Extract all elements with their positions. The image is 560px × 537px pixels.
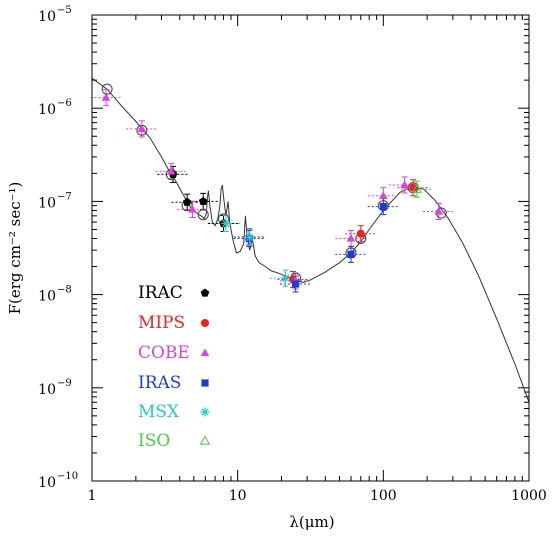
- data-point-cobe: [188, 204, 197, 213]
- y-tick-exponent: −7: [57, 191, 72, 202]
- y-tick-exponent: −10: [57, 471, 78, 482]
- data-point-cobe: [434, 207, 443, 215]
- data-point-mips: [409, 183, 418, 192]
- data-point-cobe: [137, 124, 147, 132]
- data-point-cobe: [101, 93, 111, 101]
- y-tick-exponent: −5: [57, 5, 72, 16]
- data-point-iso: [411, 183, 423, 193]
- x-tick-label: 100: [370, 488, 397, 504]
- x-axis-title: λ(μm): [289, 513, 334, 531]
- y-tick-label: 10: [38, 382, 56, 398]
- y-tick-label: 10: [38, 475, 56, 491]
- data-point-iras: [379, 202, 387, 211]
- data-point-irac: [182, 197, 192, 206]
- data-point-mips: [356, 229, 365, 238]
- legend-label-iso: ISO: [138, 431, 170, 451]
- y-tick-label: 10: [38, 9, 56, 25]
- plot-frame: [91, 14, 530, 482]
- y-axis-title: F(erg cm⁻² sec⁻¹): [6, 182, 24, 315]
- legend-label-mips: MIPS: [138, 313, 185, 333]
- legend-marker-iras: [201, 379, 209, 387]
- data-point-msx: [281, 273, 291, 283]
- y-tick-label: 10: [38, 195, 56, 211]
- data-point-iras: [292, 280, 300, 288]
- legend: IRAC MIPS COBE IRAS MSX ISO: [138, 283, 211, 451]
- axis-ticks: [91, 15, 529, 482]
- model-point: [197, 209, 209, 221]
- data-point-msx: [221, 218, 231, 228]
- data-points: [101, 93, 443, 288]
- x-tick-label: 1: [88, 488, 97, 504]
- x-tick-label: 1000: [511, 488, 547, 504]
- legend-label-iras: IRAS: [138, 373, 181, 393]
- data-point-irac: [198, 196, 208, 205]
- data-point-iras: [347, 250, 355, 258]
- y-tick-label: 10: [38, 102, 56, 118]
- legend-marker-mips: [200, 318, 210, 328]
- model-point: [377, 200, 389, 212]
- y-tick-exponent: −9: [57, 378, 72, 389]
- x-tick-label: 10: [229, 488, 247, 504]
- legend-marker-cobe: [200, 348, 210, 357]
- model-point: [101, 83, 113, 95]
- y-tick-exponent: −8: [57, 285, 72, 296]
- y-tick-label: 10: [38, 289, 56, 305]
- data-point-cobe: [346, 234, 356, 242]
- data-point-cobe: [379, 191, 388, 199]
- legend-marker-iso: [199, 435, 211, 445]
- data-point-msx: [245, 232, 255, 242]
- legend-label-irac: IRAC: [138, 283, 183, 303]
- legend-label-cobe: COBE: [138, 343, 190, 363]
- data-point-cobe: [400, 180, 409, 189]
- data-point-cobe: [167, 166, 176, 175]
- legend-label-msx: MSX: [138, 402, 180, 422]
- legend-marker-irac: [200, 288, 210, 297]
- y-tick-exponent: −6: [57, 98, 72, 109]
- legend-marker-msx: [200, 407, 210, 417]
